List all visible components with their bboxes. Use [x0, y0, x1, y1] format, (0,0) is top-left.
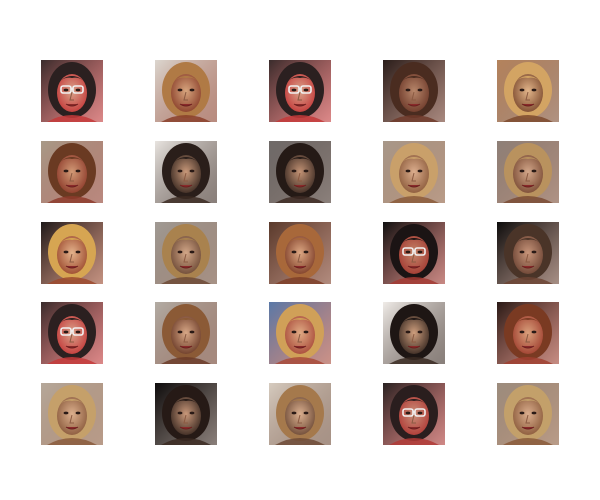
face-image [269, 60, 331, 122]
face-image [41, 302, 103, 364]
face-thumbnail [41, 141, 103, 203]
face-thumbnail [269, 302, 331, 364]
face-thumbnail [383, 302, 445, 364]
face-thumbnail [155, 302, 217, 364]
face-image [383, 222, 445, 284]
face-thumbnail [155, 60, 217, 122]
face-thumbnail [155, 141, 217, 203]
face-image [155, 141, 217, 203]
face-thumbnail [155, 383, 217, 445]
face-thumbnail [41, 222, 103, 284]
face-image [383, 302, 445, 364]
face-image [41, 60, 103, 122]
face-thumbnail [383, 383, 445, 445]
face-image [41, 222, 103, 284]
face-image [497, 383, 559, 445]
face-image [497, 302, 559, 364]
face-thumbnail [383, 141, 445, 203]
face-thumbnail [41, 60, 103, 122]
face-thumbnail [41, 302, 103, 364]
face-image [497, 141, 559, 203]
face-thumbnail [269, 141, 331, 203]
face-image [155, 302, 217, 364]
face-image [155, 222, 217, 284]
face-image [269, 222, 331, 284]
face-image [497, 222, 559, 284]
face-image [155, 60, 217, 122]
face-image [269, 383, 331, 445]
face-thumbnail [497, 383, 559, 445]
face-thumbnail [383, 60, 445, 122]
face-thumbnail [497, 141, 559, 203]
face-image [41, 141, 103, 203]
face-image [383, 383, 445, 445]
face-thumbnail [269, 60, 331, 122]
face-image [383, 141, 445, 203]
face-image [41, 383, 103, 445]
face-thumbnail [269, 383, 331, 445]
face-image [269, 302, 331, 364]
face-image [497, 60, 559, 122]
face-thumbnail [497, 302, 559, 364]
face-image [383, 60, 445, 122]
face-thumbnail [497, 222, 559, 284]
face-thumbnail [497, 60, 559, 122]
face-thumbnail [155, 222, 217, 284]
face-thumbnail [269, 222, 331, 284]
face-image [269, 141, 331, 203]
face-thumbnail [41, 383, 103, 445]
face-image [155, 383, 217, 445]
face-thumbnail [383, 222, 445, 284]
